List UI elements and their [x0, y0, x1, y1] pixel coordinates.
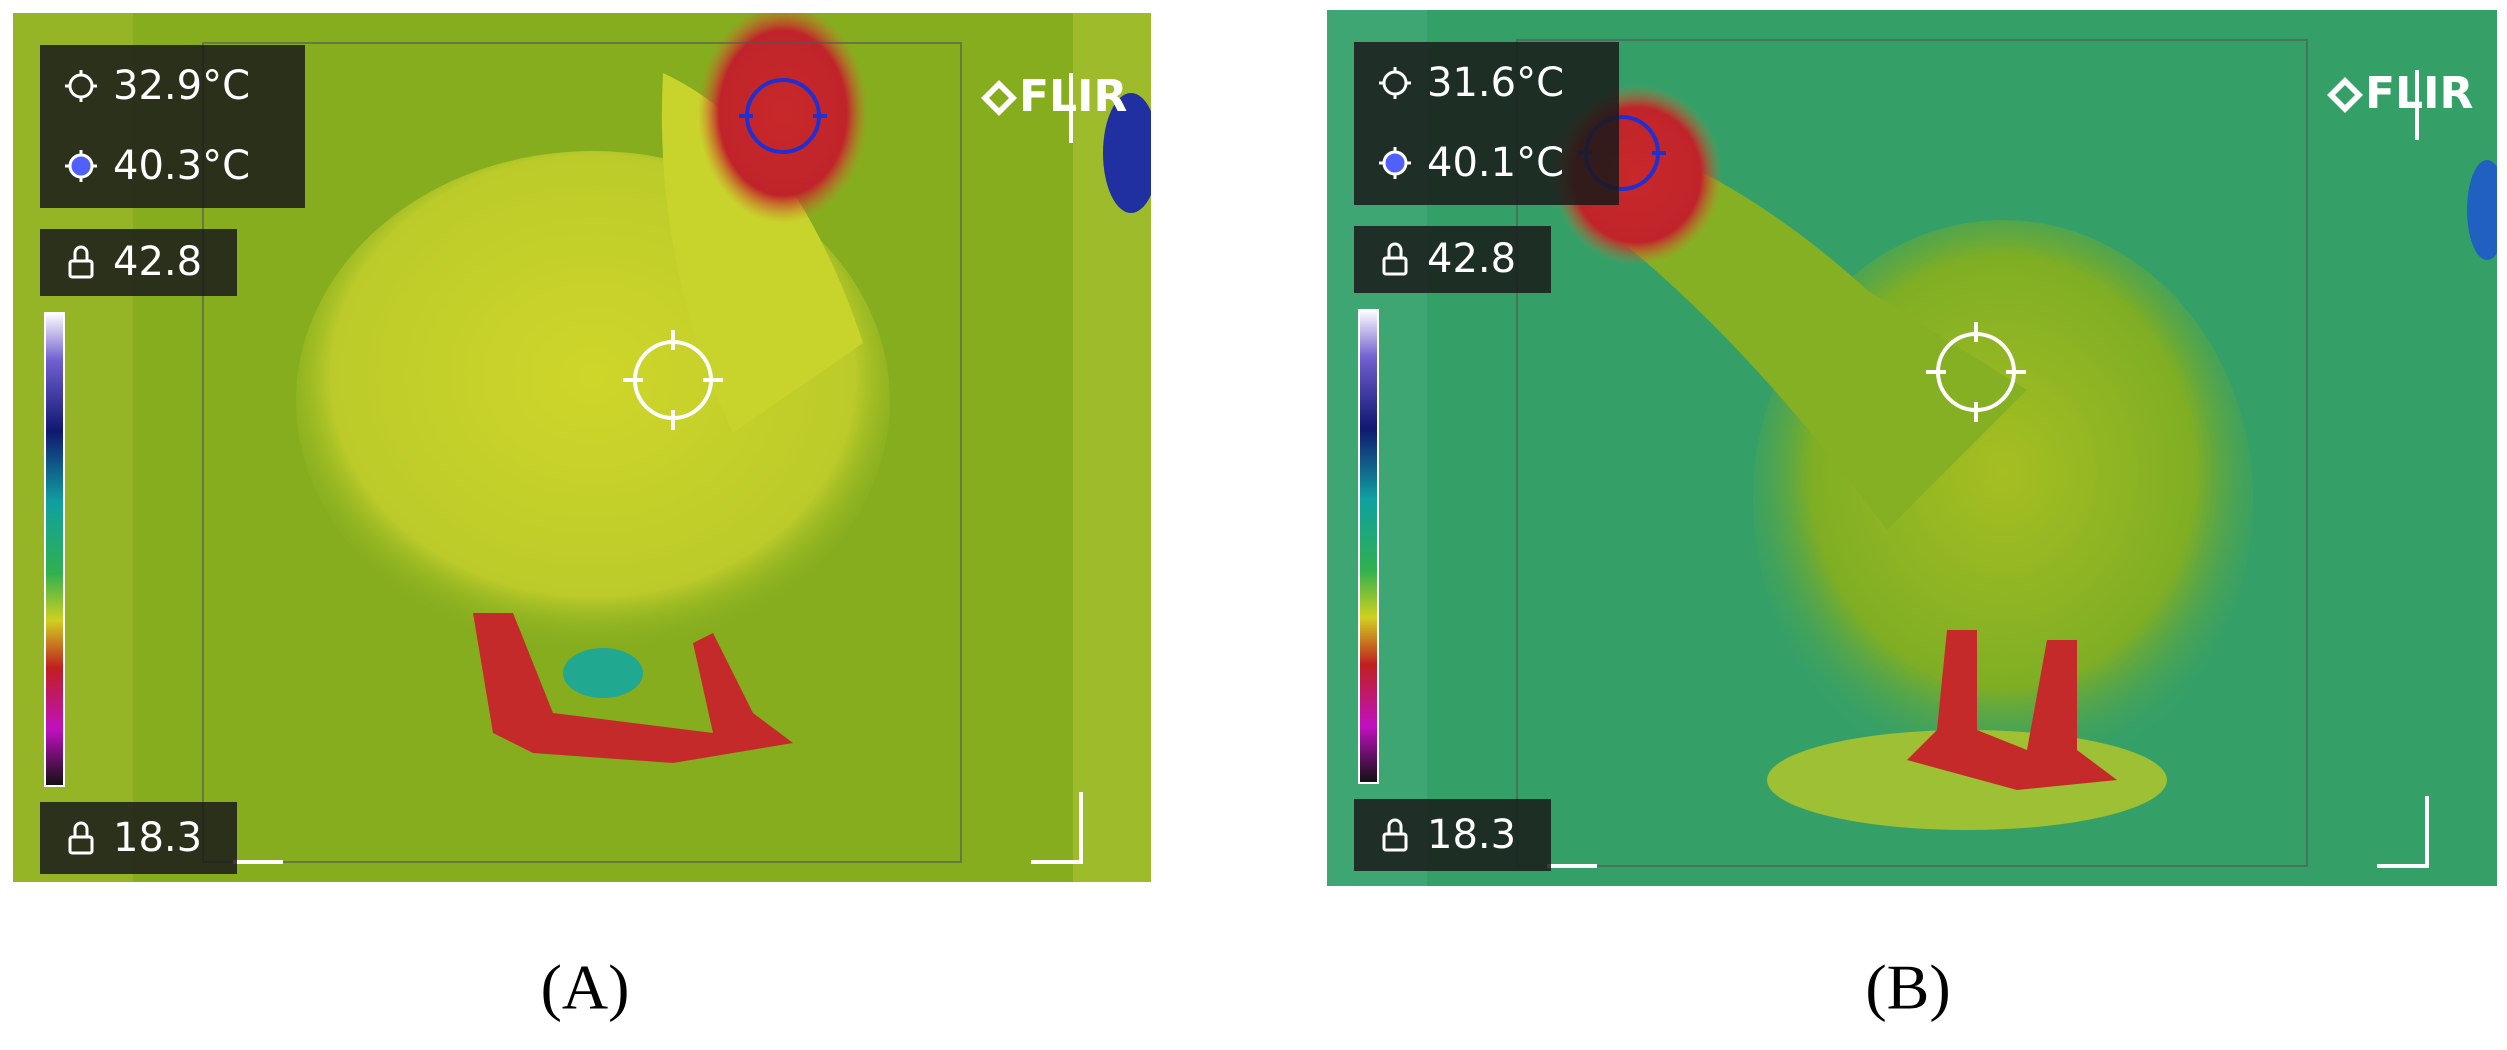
- spot-icon: [1379, 67, 1411, 99]
- panel-label: (B): [1865, 952, 1950, 1023]
- lock-icon: [1387, 242, 1403, 258]
- chicken-feet: [473, 613, 793, 763]
- max-spot-temperature: 40.3°C: [113, 143, 250, 189]
- thermal-image: 31.6°C 40.1°C 42.8 18.3 FLIR: [1327, 10, 2497, 886]
- chicken-neck: [1607, 130, 2027, 530]
- cold-spot: [2467, 160, 2497, 260]
- spot-crosshair: [623, 330, 723, 430]
- cold-spot: [563, 648, 643, 698]
- scale-max: 42.8: [113, 239, 202, 285]
- max-spot-icon: [1379, 147, 1411, 179]
- reading-box: [40, 45, 305, 208]
- measure-frame: [202, 42, 962, 863]
- lock-icon: [73, 821, 89, 837]
- corner-mark: [1031, 792, 1083, 864]
- scale-min: 18.3: [113, 815, 202, 861]
- brand-icon: [2327, 77, 2363, 113]
- brand-logo: FLIR: [1019, 71, 1127, 122]
- spot-icon: [68, 73, 94, 99]
- lock-icon: [68, 259, 94, 279]
- cold-spot: [1103, 93, 1151, 213]
- measure-frame: [1516, 39, 2308, 867]
- corner-mark: [2377, 796, 2429, 868]
- spot-icon: [65, 70, 97, 102]
- scale-max: 42.8: [1427, 236, 1516, 282]
- color-scale: [1358, 309, 1379, 784]
- chicken-feet: [1907, 630, 2117, 790]
- spot-crosshair: [1926, 322, 2026, 422]
- lock-icon: [1382, 832, 1408, 852]
- lock-icon: [1387, 818, 1403, 834]
- reading-box: [1354, 42, 1619, 205]
- max-spot-icon: [1382, 150, 1408, 176]
- lock-icon: [73, 245, 89, 261]
- max-spot-icon: [68, 153, 94, 179]
- brand-logo: FLIR: [2365, 68, 2473, 119]
- spot-temperature: 31.6°C: [1427, 60, 1564, 106]
- max-spot-icon: [65, 150, 97, 182]
- panel-label: (A): [541, 952, 630, 1023]
- chicken-head: [698, 13, 868, 223]
- lock-icon: [68, 835, 94, 855]
- scale-min: 18.3: [1427, 812, 1516, 858]
- max-spot-temperature: 40.1°C: [1427, 140, 1564, 186]
- spot-temperature: 32.9°C: [113, 63, 250, 109]
- lock-icon: [1382, 256, 1408, 276]
- thermal-image: 32.9°C 40.3°C 42.8 18.3 FLIR: [13, 13, 1151, 882]
- color-scale: [44, 312, 65, 787]
- spot-icon: [1382, 70, 1408, 96]
- brand-icon: [981, 80, 1017, 116]
